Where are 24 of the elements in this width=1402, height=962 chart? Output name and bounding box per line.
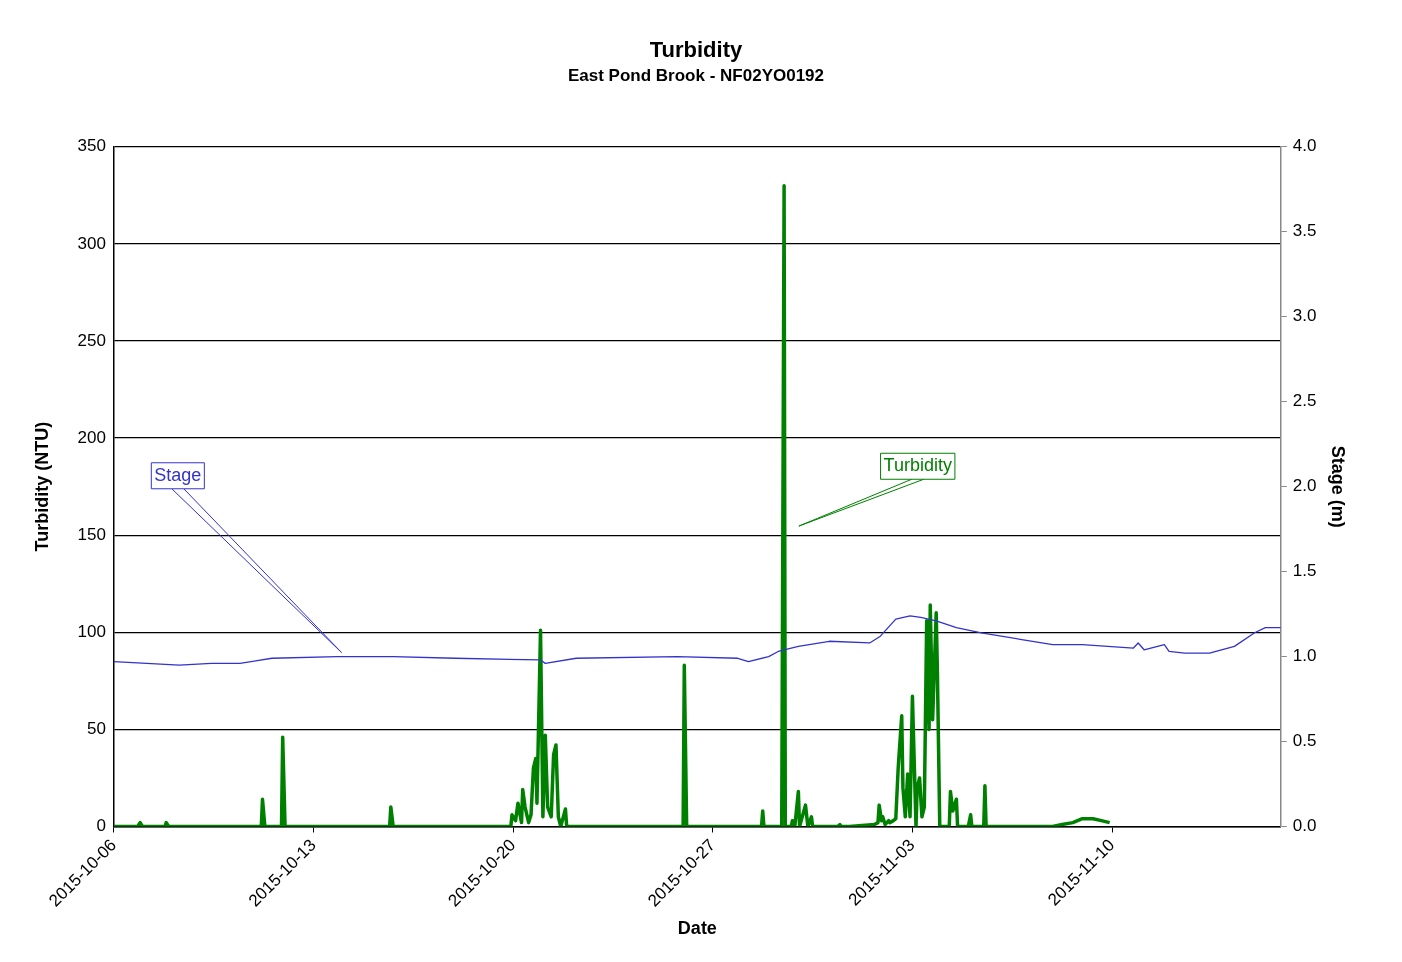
y2-tick-label: 2.5	[1292, 391, 1317, 411]
text: Turbidity	[883, 455, 952, 476]
y-tick-label: 100	[77, 621, 106, 641]
y2-axis-title: Stage (m)	[1328, 445, 1349, 528]
y-axis-title: Turbidity (NTU)	[31, 421, 52, 552]
y-tick-label: 50	[87, 719, 106, 739]
text: Stage	[154, 464, 202, 485]
y2-tick-label: 2.0	[1292, 476, 1317, 496]
y2-tick-label: 1.5	[1292, 561, 1317, 581]
y-tick-label: 300	[77, 233, 106, 253]
y-tick-label: 200	[77, 427, 106, 447]
chart-title: Turbidity	[649, 37, 743, 63]
y2-tick-label: 3.5	[1292, 221, 1317, 241]
y-tick-label: 250	[77, 330, 106, 350]
y-tick-label: 350	[77, 136, 106, 156]
y2-tick-label: 0.5	[1292, 731, 1317, 751]
y-tick-label: 0	[96, 816, 106, 836]
y2-tick-label: 4.0	[1292, 136, 1317, 156]
chart-subtitle: East Pond Brook - NF02YO0192	[567, 66, 825, 86]
y2-tick-label: 1.0	[1292, 646, 1317, 666]
y-tick-label: 150	[77, 524, 106, 544]
y2-tick-label: 3.0	[1292, 306, 1317, 326]
x-axis-title: Date	[677, 918, 717, 939]
y2-tick-label: 0.0	[1292, 816, 1317, 836]
